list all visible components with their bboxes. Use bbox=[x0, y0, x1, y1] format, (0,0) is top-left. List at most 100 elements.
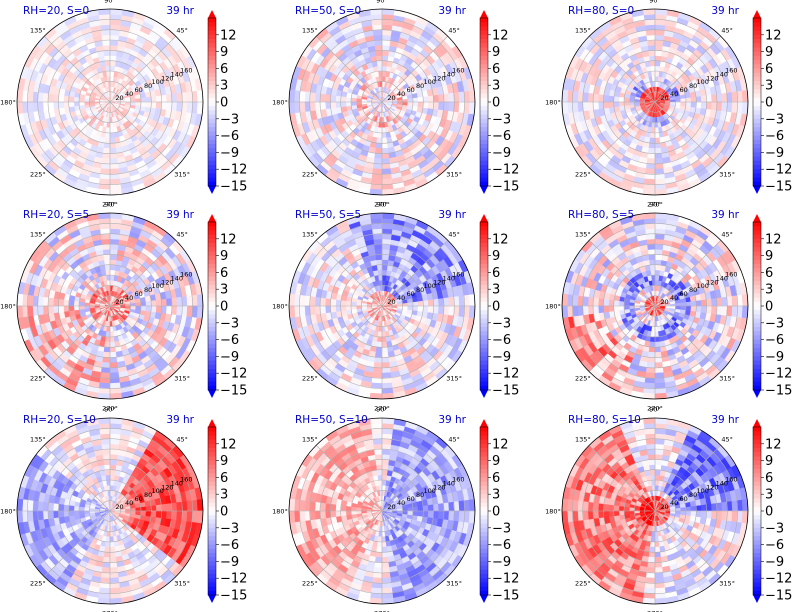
colorbar-segment bbox=[480, 234, 488, 240]
colorbar-segment bbox=[208, 322, 216, 328]
colorbar-segment bbox=[480, 131, 488, 136]
colorbar-segment bbox=[208, 377, 216, 382]
colorbar-segment bbox=[480, 343, 488, 349]
colorbar-segment bbox=[208, 301, 216, 307]
colorbar-tick-label: 12 bbox=[220, 232, 237, 247]
colorbar-segment bbox=[208, 118, 216, 124]
colorbar-segment bbox=[480, 373, 488, 378]
angle-tick-label: 225° bbox=[302, 171, 318, 179]
colorbar-extend-max bbox=[753, 10, 761, 18]
colorbar-segment bbox=[480, 30, 488, 36]
colorbar-tick-label: −15 bbox=[220, 180, 247, 195]
colorbar-segment bbox=[208, 144, 216, 149]
colorbar-segment bbox=[208, 356, 216, 361]
panel-title: RH=20, S=5 bbox=[23, 209, 89, 221]
colorbar-tick-label: 0 bbox=[220, 96, 228, 111]
angle-tick-label: 315° bbox=[446, 171, 462, 179]
colorbar-segment bbox=[753, 89, 761, 94]
colorbar-tick-label: 12 bbox=[220, 28, 237, 43]
colorbar-segment bbox=[480, 297, 488, 303]
colorbar-segment bbox=[753, 177, 761, 183]
angle-tick-label: 135° bbox=[302, 26, 318, 34]
colorbar-tick-label: 6 bbox=[220, 62, 228, 77]
colorbar-tick-label: −12 bbox=[492, 367, 519, 382]
colorbar-segment bbox=[480, 369, 488, 374]
colorbar-segment bbox=[208, 306, 216, 311]
panel-title: RH=50, S=5 bbox=[295, 209, 361, 221]
panel-time-label: 39 hr bbox=[438, 209, 466, 221]
colorbar-segment bbox=[208, 339, 216, 345]
colorbar-segment bbox=[480, 169, 488, 174]
colorbar-segment bbox=[480, 255, 488, 261]
colorbar-tick-label: 9 bbox=[492, 45, 500, 60]
colorbar-tick-label: −3 bbox=[492, 112, 511, 127]
colorbar-tick-label: −15 bbox=[765, 180, 792, 195]
panel-title: RH=80, S=0 bbox=[568, 5, 634, 17]
colorbar-segment bbox=[480, 26, 488, 31]
colorbar-segment bbox=[480, 85, 488, 90]
angle-tick-label: 90° bbox=[376, 201, 388, 209]
colorbar-tick-label: −6 bbox=[220, 129, 239, 144]
colorbar-tick-label: 0 bbox=[220, 300, 228, 315]
colorbar-segment bbox=[208, 247, 216, 252]
colorbar-tick-label: 9 bbox=[492, 249, 500, 264]
panel-time-label: 39 hr bbox=[166, 209, 194, 221]
colorbar-segment bbox=[753, 131, 761, 136]
radial-tick-label: 20 bbox=[115, 298, 123, 306]
colorbar-tick-label: 6 bbox=[220, 266, 228, 281]
colorbar-segment bbox=[480, 156, 488, 162]
colorbar-segment bbox=[753, 123, 761, 128]
panel-time-label: 39 hr bbox=[711, 5, 739, 17]
colorbar-tick-label: 3 bbox=[492, 79, 500, 94]
colorbar-segment bbox=[753, 22, 761, 27]
colorbar-segment bbox=[208, 30, 216, 36]
heatmap-cell bbox=[17, 89, 24, 103]
radial-tick-label: 20 bbox=[387, 94, 395, 102]
angle-tick-label: 90° bbox=[649, 0, 661, 5]
heatmap-cell bbox=[196, 101, 203, 115]
angular-gridline bbox=[109, 36, 176, 103]
colorbar-segment bbox=[480, 259, 488, 265]
colorbar-segment bbox=[208, 160, 216, 166]
colorbar-segment bbox=[480, 89, 488, 94]
colorbar-tick-label: 12 bbox=[492, 232, 509, 247]
colorbar-segment bbox=[208, 373, 216, 378]
colorbar-segment bbox=[480, 306, 488, 311]
colorbar-segment bbox=[480, 144, 488, 149]
colorbar-segment bbox=[753, 156, 761, 162]
colorbar-segment bbox=[753, 127, 761, 132]
panel-time-label: 39 hr bbox=[438, 5, 466, 17]
colorbar-segment bbox=[480, 160, 488, 166]
colorbar-segment bbox=[480, 181, 488, 187]
colorbar-segment bbox=[480, 356, 488, 361]
colorbar-segment bbox=[208, 152, 216, 157]
colorbar-segment bbox=[208, 51, 216, 57]
colorbar-segment bbox=[208, 89, 216, 94]
angle-tick-label: 135° bbox=[302, 230, 318, 238]
colorbar-segment bbox=[480, 339, 488, 345]
colorbar-segment bbox=[753, 106, 761, 111]
colorbar-segment bbox=[753, 55, 761, 61]
colorbar-segment bbox=[480, 247, 488, 252]
colorbar-segment bbox=[753, 152, 761, 157]
colorbar-tick-label: −9 bbox=[492, 146, 511, 161]
colorbar-tick-label: −3 bbox=[765, 112, 784, 127]
colorbar-segment bbox=[208, 165, 216, 170]
colorbar-segment bbox=[480, 268, 488, 273]
angle-tick-label: 315° bbox=[174, 375, 190, 383]
colorbar-segment bbox=[753, 139, 761, 145]
colorbar-segment bbox=[208, 280, 216, 286]
heatmap-cell bbox=[109, 9, 123, 16]
colorbar-segment bbox=[208, 255, 216, 261]
colorbar-segment bbox=[208, 238, 216, 244]
colorbar-segment bbox=[480, 272, 488, 277]
polar-spine bbox=[16, 8, 204, 196]
colorbar-segment bbox=[480, 226, 488, 231]
radial-tick-label: 160 bbox=[180, 66, 192, 74]
colorbar-segment bbox=[208, 72, 216, 78]
colorbar-segment bbox=[480, 230, 488, 235]
